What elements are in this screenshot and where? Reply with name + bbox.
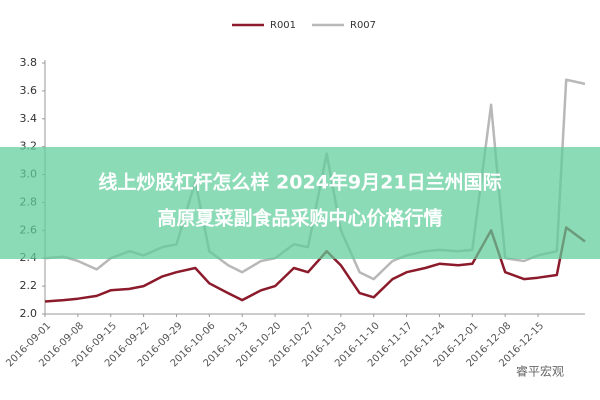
overlay-text: 线上炒股杠杆怎么样 2024年9月21日兰州国际 <box>98 171 501 194</box>
overlay-text: 高原夏菜副食品采购中心价格行情 <box>157 207 442 230</box>
legend-label: R007 <box>350 20 376 31</box>
y-tick-label: 2.0 <box>20 307 38 320</box>
y-tick-label: 3.6 <box>20 84 38 97</box>
y-tick-label: 3.4 <box>20 112 38 125</box>
y-tick-label: 2.2 <box>20 279 38 292</box>
legend-label: R001 <box>270 20 296 31</box>
y-tick-label: 3.8 <box>20 56 38 69</box>
overlay-banner <box>0 147 600 259</box>
watermark: 睿平宏观 <box>516 364 564 379</box>
